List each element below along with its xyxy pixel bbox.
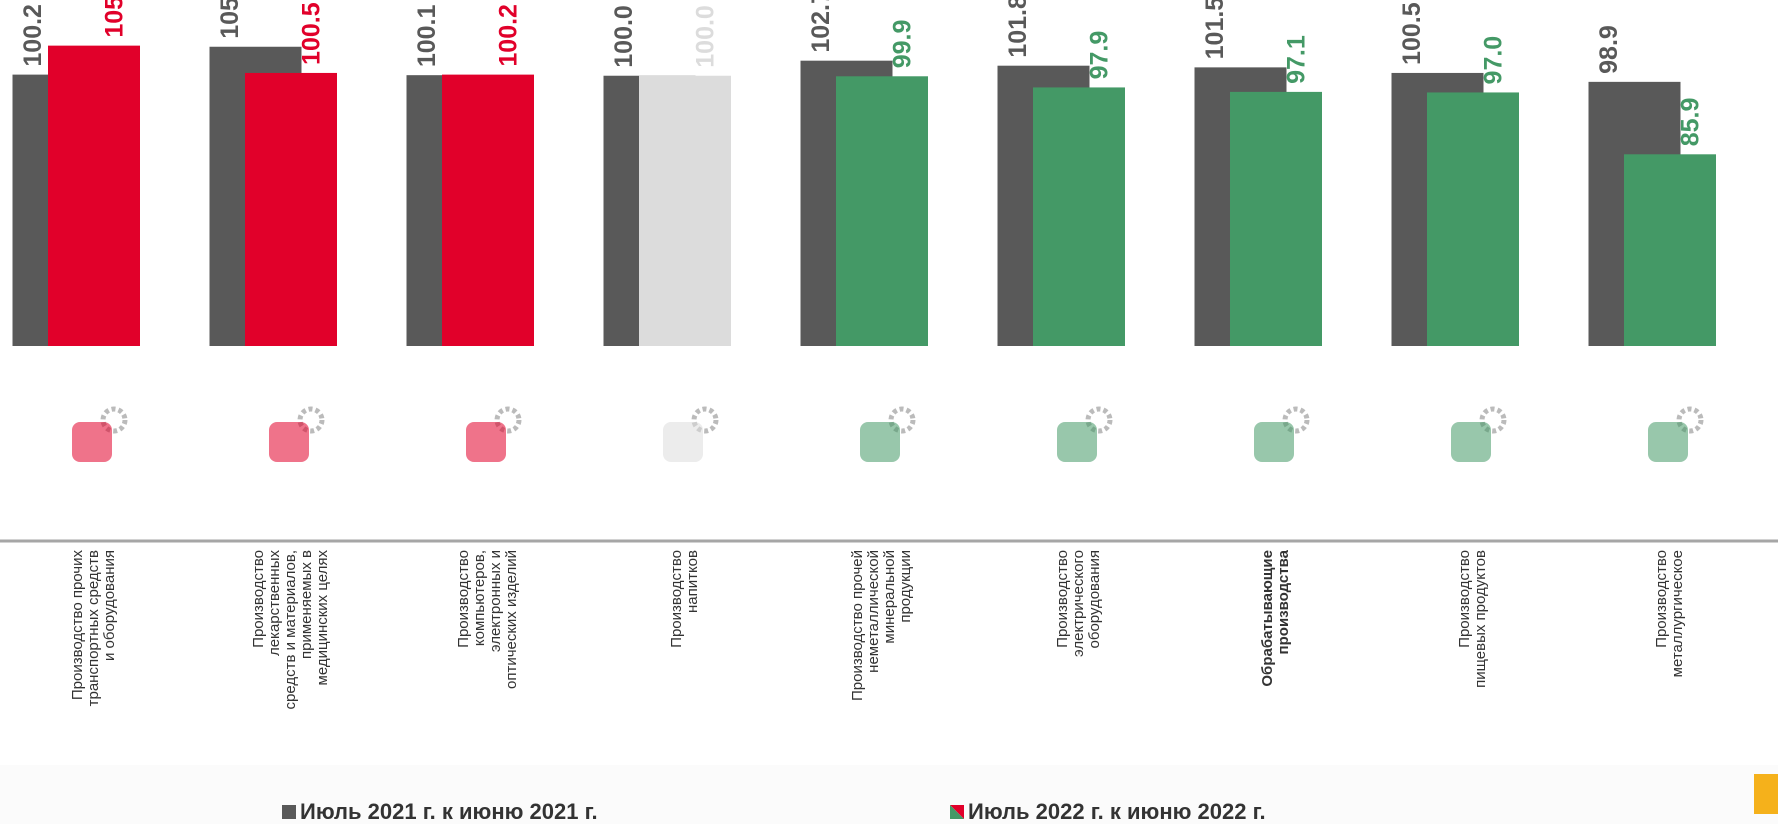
- bar: [442, 75, 534, 346]
- icon: [466, 422, 506, 462]
- value-label: 100.2: [19, 4, 47, 67]
- value-label: 100.1: [413, 5, 441, 68]
- bar: [1033, 87, 1125, 346]
- icon: [663, 422, 703, 462]
- bar: [245, 73, 337, 346]
- footer-band: [0, 765, 1778, 824]
- category-label: Производство прочихтранспортных средстви…: [69, 550, 118, 707]
- value-label: 105.2: [216, 0, 244, 39]
- legend-swatch: [282, 805, 296, 819]
- value-label: 99.9: [889, 20, 917, 69]
- value-label: 102.7: [807, 0, 835, 53]
- legend-label: Июль 2021 г. к июню 2021 г.: [300, 799, 598, 824]
- category-label: Производствометаллургическое: [1653, 550, 1686, 677]
- value-label: 101.8: [1004, 0, 1032, 58]
- chart: Июль 2021 г. к июню 2021 г. Июль 2022 г. …: [0, 0, 1778, 824]
- icon: [269, 422, 309, 462]
- category-label: Производствоэлектрическогооборудования: [1054, 550, 1103, 657]
- value-label: 98.9: [1595, 25, 1623, 74]
- category-label: Производство прочейнеметаллическойминера…: [849, 550, 914, 701]
- icon: [1254, 422, 1294, 462]
- value-label: 100.0: [692, 5, 720, 68]
- value-label: 85.9: [1677, 98, 1705, 147]
- category-label: Производствопищевых продуктов: [1456, 550, 1489, 688]
- icon: [860, 422, 900, 462]
- value-label: 97.0: [1480, 36, 1508, 85]
- value-label: 97.1: [1283, 35, 1311, 84]
- value-label: 100.5: [298, 2, 326, 65]
- category-label: Производстволекарственныхсредств и матер…: [250, 550, 331, 710]
- value-label: 97.9: [1086, 31, 1114, 80]
- category-label: Производствонапитков: [668, 550, 701, 648]
- value-label: 100.2: [495, 4, 523, 67]
- corner-mark: [1754, 774, 1778, 814]
- bar: [1624, 154, 1716, 346]
- category-label: Производствокомпьютеров,электронных иопт…: [455, 550, 520, 689]
- bar: [836, 76, 928, 346]
- bar: [48, 46, 140, 346]
- value-label: 100.5: [1398, 2, 1426, 65]
- icon: [1057, 422, 1097, 462]
- value-label: 100.0: [610, 5, 638, 68]
- bar: [1427, 92, 1519, 346]
- icon: [72, 422, 112, 462]
- bar: [639, 76, 731, 346]
- value-label: 101.5: [1201, 0, 1229, 59]
- value-label: 105.4: [101, 0, 129, 38]
- icon: [1451, 422, 1491, 462]
- category-label: Обрабатывающиепроизводства: [1259, 549, 1292, 686]
- bar: [1230, 92, 1322, 346]
- icon: [1648, 422, 1688, 462]
- legend-label: Июль 2022 г. к июню 2022 г.: [968, 799, 1266, 824]
